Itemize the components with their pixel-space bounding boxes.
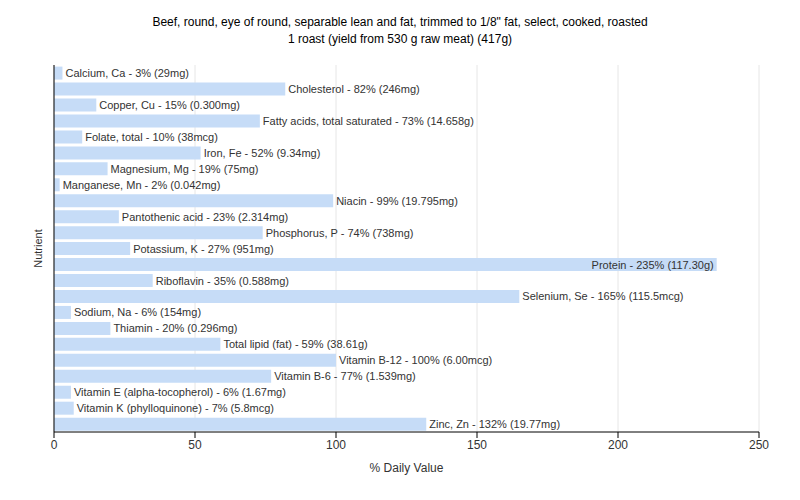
svg-text:Folate, total - 10% (38mcg): Folate, total - 10% (38mcg) — [85, 131, 218, 143]
svg-text:Selenium, Se - 165% (115.5mcg): Selenium, Se - 165% (115.5mcg) — [522, 290, 683, 302]
svg-text:Vitamin B-6 - 77% (1.539mg): Vitamin B-6 - 77% (1.539mg) — [274, 370, 416, 382]
svg-text:250: 250 — [749, 438, 769, 452]
svg-text:Niacin - 99% (19.795mg): Niacin - 99% (19.795mg) — [336, 195, 458, 207]
svg-text:50: 50 — [188, 438, 202, 452]
html-text:Beef, round, eye of round, sep: Beef, round, eye of round, separable lea… — [152, 15, 648, 29]
svg-text:Calcium, Ca - 3% (29mg): Calcium, Ca - 3% (29mg) — [65, 67, 188, 79]
svg-text:200: 200 — [608, 438, 628, 452]
svg-text:Nutrient: Nutrient — [32, 229, 44, 268]
svg-text:Riboflavin - 35% (0.588mg): Riboflavin - 35% (0.588mg) — [156, 275, 289, 287]
svg-text:Cholesterol - 82% (246mg): Cholesterol - 82% (246mg) — [288, 83, 419, 95]
svg-text:% Daily Value: % Daily Value — [370, 461, 444, 475]
svg-text:Manganese, Mn - 2% (0.042mg): Manganese, Mn - 2% (0.042mg) — [63, 179, 221, 191]
svg-text:Copper, Cu - 15% (0.300mg): Copper, Cu - 15% (0.300mg) — [99, 99, 240, 111]
svg-text:0: 0 — [51, 438, 58, 452]
svg-text:Iron, Fe - 52% (9.34mg): Iron, Fe - 52% (9.34mg) — [204, 147, 321, 159]
svg-text:Fatty acids, total saturated -: Fatty acids, total saturated - 73% (14.6… — [263, 115, 474, 127]
svg-text:Vitamin K (phylloquinone) - 7%: Vitamin K (phylloquinone) - 7% (5.8mcg) — [77, 402, 274, 414]
html-text:1 roast (yield from 530 g raw: 1 roast (yield from 530 g raw meat) (417… — [288, 32, 512, 46]
svg-text:Vitamin B-12 - 100% (6.00mcg): Vitamin B-12 - 100% (6.00mcg) — [339, 354, 492, 366]
svg-text:Phosphorus, P - 74% (738mg): Phosphorus, P - 74% (738mg) — [266, 227, 414, 239]
svg-text:100: 100 — [326, 438, 346, 452]
svg-text:Sodium, Na - 6% (154mg): Sodium, Na - 6% (154mg) — [74, 306, 201, 318]
svg-text:Total lipid (fat) - 59% (38.61: Total lipid (fat) - 59% (38.61g) — [223, 338, 367, 350]
svg-text:Magnesium, Mg - 19% (75mg): Magnesium, Mg - 19% (75mg) — [111, 163, 259, 175]
svg-text:Pantothenic acid - 23% (2.314m: Pantothenic acid - 23% (2.314mg) — [122, 211, 288, 223]
svg-text:150: 150 — [467, 438, 487, 452]
svg-text:Zinc, Zn - 132% (19.77mg): Zinc, Zn - 132% (19.77mg) — [429, 418, 560, 430]
svg-text:Vitamin E (alpha-tocopherol) -: Vitamin E (alpha-tocopherol) - 6% (1.67m… — [74, 386, 286, 398]
svg-text:Thiamin - 20% (0.296mg): Thiamin - 20% (0.296mg) — [113, 322, 237, 334]
svg-text:Protein - 235% (117.30g): Protein - 235% (117.30g) — [592, 259, 714, 271]
svg-text:Potassium, K - 27% (951mg): Potassium, K - 27% (951mg) — [133, 243, 274, 255]
